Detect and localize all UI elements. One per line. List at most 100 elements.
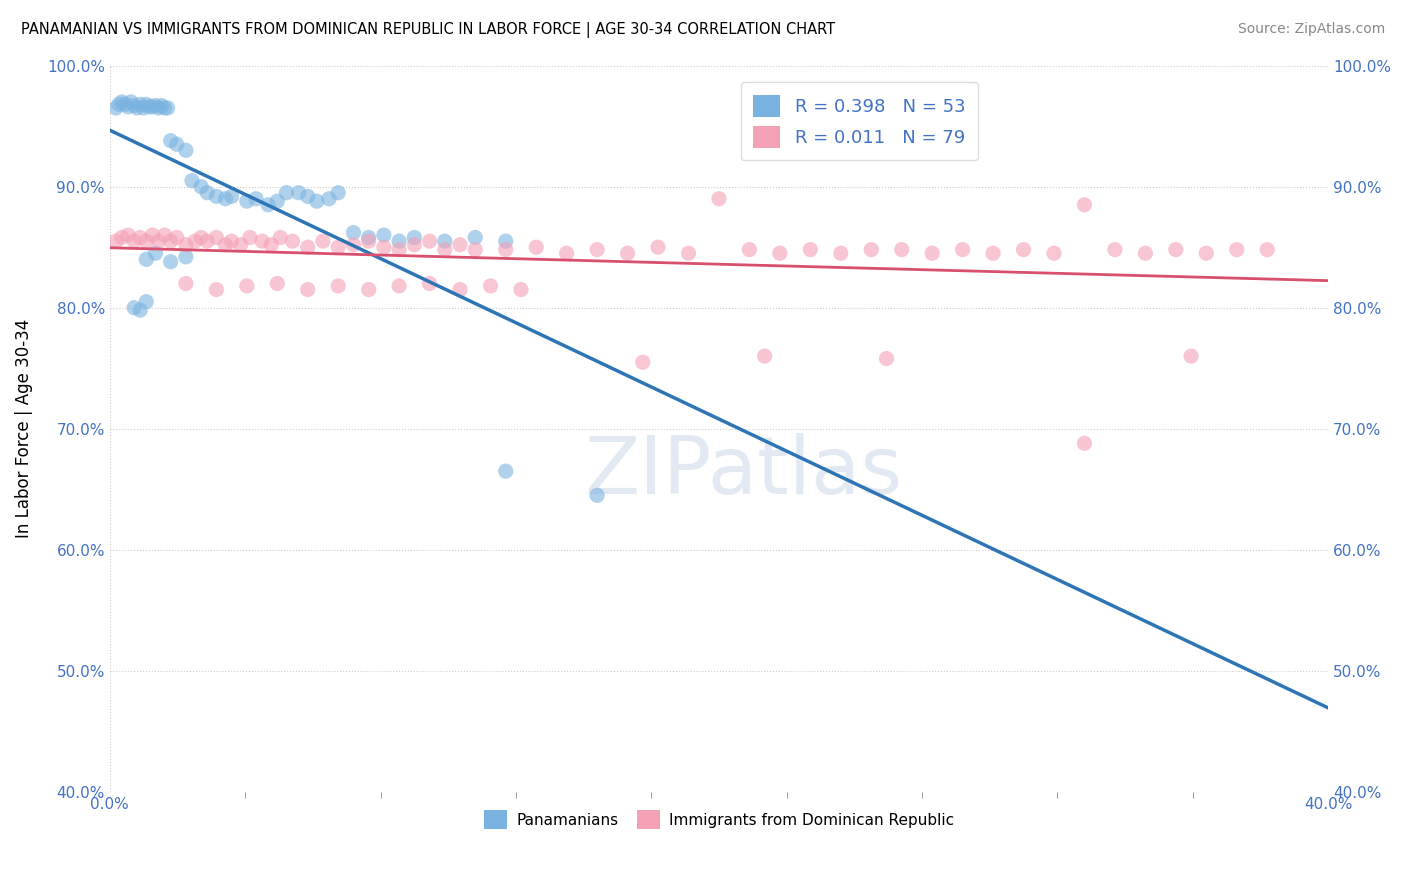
Immigrants from Dominican Republic [586, 243, 609, 257]
Immigrants from Dominican Republic [449, 283, 471, 297]
Panamanians [156, 101, 179, 115]
Panamanians [357, 230, 380, 244]
Immigrants from Dominican Republic [174, 277, 197, 291]
Immigrants from Dominican Republic [159, 234, 181, 248]
Immigrants from Dominican Republic [205, 283, 228, 297]
Immigrants from Dominican Republic [260, 237, 283, 252]
Immigrants from Dominican Republic [1135, 246, 1157, 260]
Panamanians [245, 192, 267, 206]
Immigrants from Dominican Republic [1256, 243, 1278, 257]
Immigrants from Dominican Republic [464, 243, 486, 257]
Immigrants from Dominican Republic [860, 243, 883, 257]
Immigrants from Dominican Republic [921, 246, 943, 260]
Immigrants from Dominican Republic [221, 234, 243, 248]
Immigrants from Dominican Republic [357, 234, 380, 248]
Immigrants from Dominican Republic [647, 240, 669, 254]
Immigrants from Dominican Republic [122, 234, 145, 248]
Immigrants from Dominican Republic [524, 240, 547, 254]
Immigrants from Dominican Republic [738, 243, 761, 257]
Immigrants from Dominican Republic [1226, 243, 1249, 257]
Panamanians [205, 189, 228, 203]
Immigrants from Dominican Republic [373, 240, 395, 254]
Panamanians [181, 173, 204, 187]
Immigrants from Dominican Republic [214, 237, 236, 252]
Panamanians [297, 189, 319, 203]
Immigrants from Dominican Republic [153, 228, 176, 243]
Immigrants from Dominican Republic [419, 277, 441, 291]
Immigrants from Dominican Republic [952, 243, 974, 257]
Immigrants from Dominican Republic [166, 230, 188, 244]
Panamanians [127, 101, 149, 115]
Immigrants from Dominican Republic [1164, 243, 1187, 257]
Panamanians [114, 97, 136, 112]
Panamanians [221, 189, 243, 203]
Panamanians [145, 98, 167, 112]
Panamanians [122, 98, 145, 112]
Panamanians [159, 254, 181, 268]
Panamanians [135, 97, 157, 112]
Immigrants from Dominican Republic [678, 246, 700, 260]
Panamanians [373, 228, 395, 243]
Immigrants from Dominican Republic [135, 234, 157, 248]
Panamanians [495, 234, 517, 248]
Immigrants from Dominican Republic [184, 234, 207, 248]
Immigrants from Dominican Republic [510, 283, 533, 297]
Immigrants from Dominican Republic [1043, 246, 1066, 260]
Panamanians [236, 194, 259, 209]
Panamanians [104, 101, 127, 115]
Panamanians [153, 101, 176, 115]
Immigrants from Dominican Republic [981, 246, 1004, 260]
Immigrants from Dominican Republic [1012, 243, 1035, 257]
Immigrants from Dominican Republic [1073, 198, 1095, 212]
Panamanians [174, 144, 197, 158]
Immigrants from Dominican Republic [297, 283, 319, 297]
Immigrants from Dominican Republic [174, 237, 197, 252]
Immigrants from Dominican Republic [239, 230, 262, 244]
Immigrants from Dominican Republic [495, 243, 517, 257]
Immigrants from Dominican Republic [328, 240, 350, 254]
Immigrants from Dominican Republic [111, 230, 134, 244]
Immigrants from Dominican Republic [616, 246, 638, 260]
Immigrants from Dominican Republic [312, 234, 335, 248]
Panamanians [148, 101, 170, 115]
Panamanians [166, 137, 188, 152]
Panamanians [305, 194, 328, 209]
Panamanians [141, 100, 163, 114]
Panamanians [287, 186, 309, 200]
Text: ZIPatlas: ZIPatlas [585, 434, 903, 511]
Immigrants from Dominican Republic [1104, 243, 1126, 257]
Panamanians [195, 186, 218, 200]
Panamanians [132, 101, 155, 115]
Panamanians [122, 301, 145, 315]
Immigrants from Dominican Republic [357, 283, 380, 297]
Text: PANAMANIAN VS IMMIGRANTS FROM DOMINICAN REPUBLIC IN LABOR FORCE | AGE 30-34 CORR: PANAMANIAN VS IMMIGRANTS FROM DOMINICAN … [21, 22, 835, 38]
Panamanians [464, 230, 486, 244]
Immigrants from Dominican Republic [195, 234, 218, 248]
Immigrants from Dominican Republic [419, 234, 441, 248]
Immigrants from Dominican Republic [297, 240, 319, 254]
Panamanians [342, 226, 364, 240]
Immigrants from Dominican Republic [266, 277, 288, 291]
Panamanians [190, 179, 212, 194]
Panamanians [150, 98, 173, 112]
Immigrants from Dominican Republic [1073, 436, 1095, 450]
Panamanians [145, 246, 167, 260]
Panamanians [586, 488, 609, 502]
Panamanians [404, 230, 426, 244]
Immigrants from Dominican Republic [190, 230, 212, 244]
Immigrants from Dominican Republic [555, 246, 578, 260]
Immigrants from Dominican Republic [281, 234, 304, 248]
Panamanians [129, 303, 152, 318]
Panamanians [276, 186, 298, 200]
Immigrants from Dominican Republic [631, 355, 654, 369]
Immigrants from Dominican Republic [799, 243, 821, 257]
Immigrants from Dominican Republic [707, 192, 730, 206]
Panamanians [111, 95, 134, 109]
Panamanians [159, 134, 181, 148]
Panamanians [433, 234, 456, 248]
Panamanians [108, 97, 131, 112]
Text: Source: ZipAtlas.com: Source: ZipAtlas.com [1237, 22, 1385, 37]
Panamanians [214, 192, 236, 206]
Immigrants from Dominican Republic [148, 234, 170, 248]
Panamanians [120, 95, 142, 109]
